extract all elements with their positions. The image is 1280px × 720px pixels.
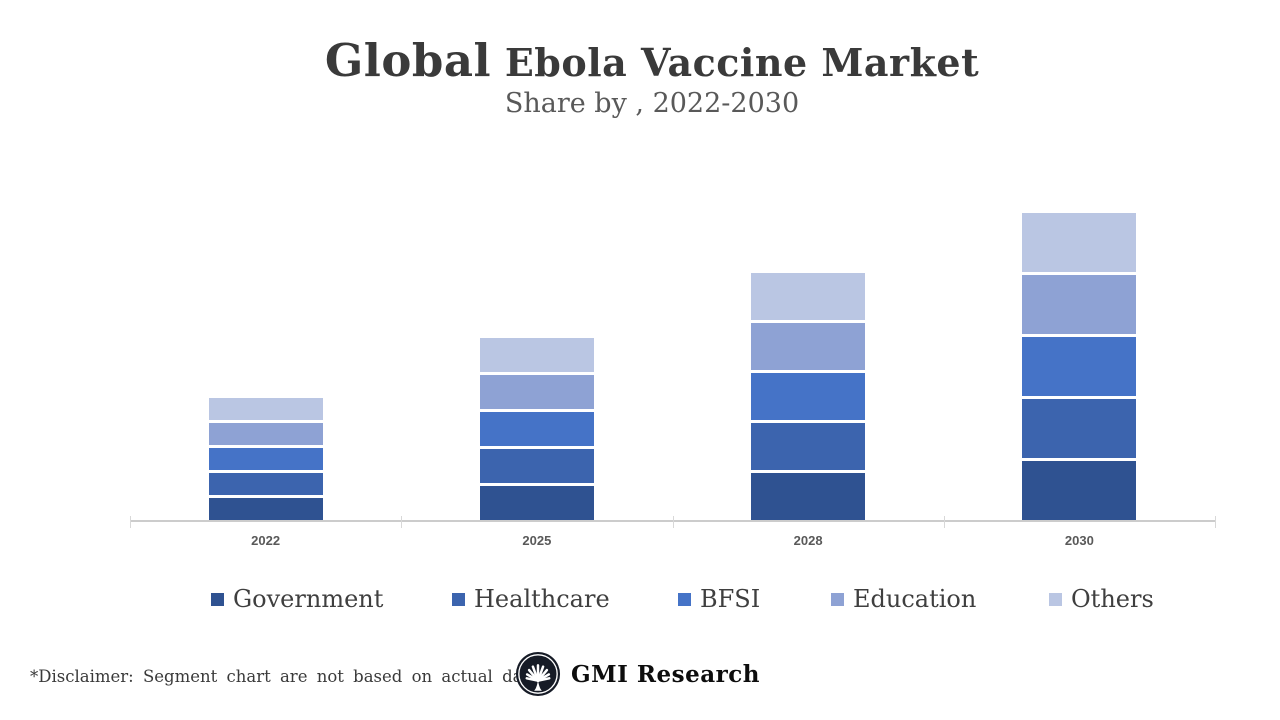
bar-segment-healthcare-2030	[1022, 399, 1137, 458]
legend-item-healthcare: Healthcare	[452, 585, 610, 613]
x-axis-label-2025: 2025	[522, 533, 552, 548]
bar-segment-government-2025	[479, 486, 594, 520]
stacked-bar-2030	[1022, 213, 1137, 520]
chart-title-lead: Global	[324, 34, 492, 87]
stacked-bar-2028	[751, 273, 866, 520]
bar-segment-government-2030	[1022, 461, 1137, 520]
x-axis-label-2028: 2028	[793, 533, 823, 548]
bar-segment-bfsi-2030	[1022, 337, 1137, 396]
legend-swatch-bfsi	[678, 592, 691, 606]
title-block: Global Ebola Vaccine Market Share by , 2…	[12, 38, 1280, 120]
bar-segment-others-2030	[1022, 213, 1137, 272]
disclaimer-text: *Disclaimer: Segment chart are not based…	[30, 667, 539, 686]
bar-segment-others-2025	[479, 338, 594, 372]
brand-name: GMI Research	[571, 660, 760, 688]
bar-segment-bfsi-2022	[208, 448, 323, 470]
legend-label-bfsi: BFSI	[700, 585, 761, 613]
chart-title: Global Ebola Vaccine Market	[12, 38, 1280, 86]
legend-item-government: Government	[211, 585, 383, 613]
x-axis-tick	[672, 516, 674, 528]
bar-segment-others-2028	[751, 273, 866, 320]
x-axis-label-2022: 2022	[251, 533, 281, 548]
x-axis-tick	[943, 516, 945, 528]
bar-segment-others-2022	[208, 398, 323, 420]
x-axis-tick	[401, 516, 403, 528]
legend-label-education: Education	[853, 585, 977, 613]
bar-segment-education-2030	[1022, 275, 1137, 334]
x-axis-tick	[1215, 516, 1216, 528]
bar-segment-bfsi-2025	[479, 412, 594, 446]
gmi-research-logo-icon	[515, 651, 561, 697]
bar-segment-bfsi-2028	[751, 373, 866, 420]
legend-label-healthcare: Healthcare	[474, 585, 610, 613]
x-axis-label-2030: 2030	[1064, 533, 1094, 548]
legend-swatch-healthcare	[452, 592, 465, 606]
legend-item-others: Others	[1049, 585, 1154, 613]
legend-item-bfsi: BFSI	[678, 585, 760, 613]
x-axis-tick	[130, 516, 131, 528]
chart-subtitle: Share by , 2022-2030	[504, 88, 800, 119]
chart-title-rest: Ebola Vaccine Market	[504, 40, 980, 85]
legend-swatch-education	[831, 592, 844, 606]
bar-segment-education-2028	[751, 323, 866, 370]
stacked-bar-2022	[208, 398, 323, 520]
stacked-bar-2025	[479, 338, 594, 520]
bar-segment-education-2025	[479, 375, 594, 409]
bar-segment-government-2022	[208, 498, 323, 520]
bar-segment-healthcare-2022	[208, 473, 323, 495]
bar-segment-healthcare-2028	[751, 423, 866, 470]
legend-item-education: Education	[831, 585, 976, 613]
bar-segment-healthcare-2025	[479, 449, 594, 483]
legend-swatch-government	[211, 592, 224, 606]
legend-label-government: Government	[233, 585, 384, 613]
bar-segment-government-2028	[751, 473, 866, 520]
legend-swatch-others	[1049, 592, 1062, 606]
brand-block: GMI Research	[515, 651, 760, 697]
bar-segment-education-2022	[208, 423, 323, 445]
legend-label-others: Others	[1071, 585, 1154, 613]
